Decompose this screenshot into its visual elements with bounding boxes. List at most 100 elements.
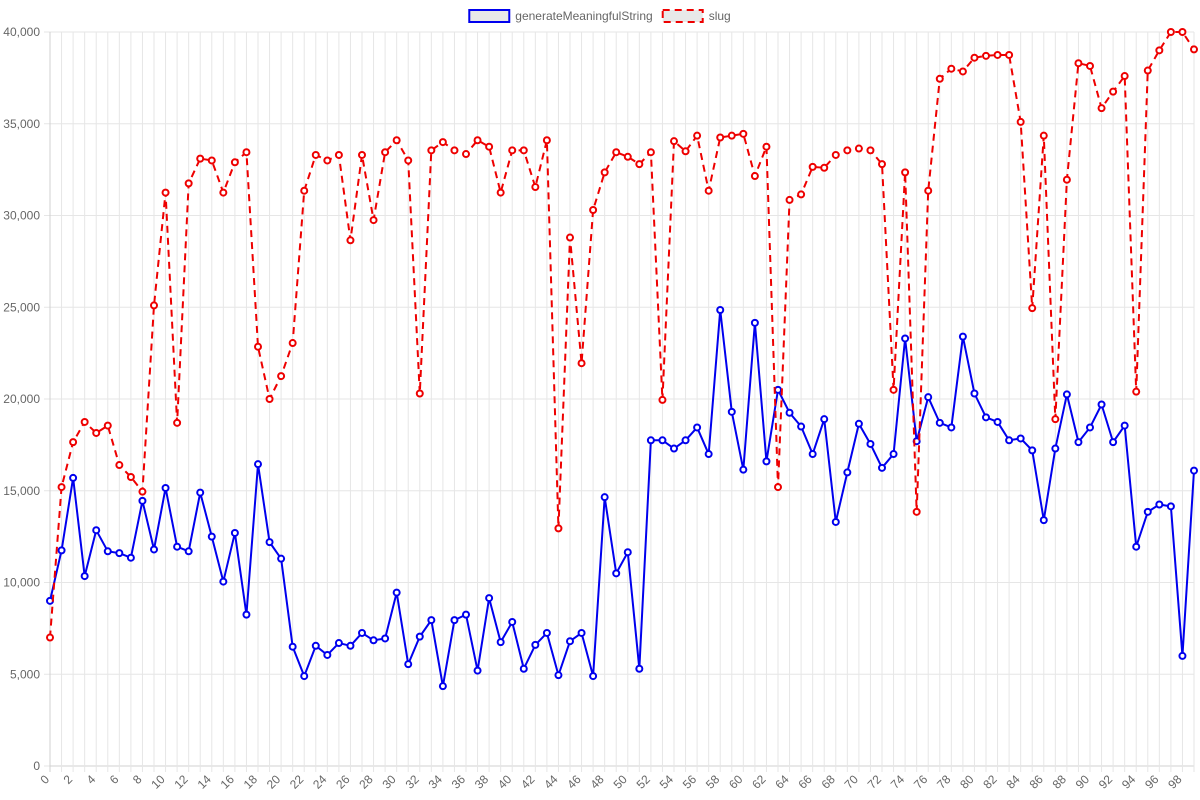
data-point[interactable] xyxy=(1143,66,1152,75)
data-point[interactable] xyxy=(901,334,910,343)
data-point[interactable] xyxy=(92,526,101,535)
data-point[interactable] xyxy=(1028,446,1037,455)
data-point[interactable] xyxy=(1109,87,1118,96)
data-point[interactable] xyxy=(1005,436,1014,445)
data-point[interactable] xyxy=(496,638,505,647)
data-point[interactable] xyxy=(797,190,806,199)
data-point[interactable] xyxy=(115,549,124,558)
data-point[interactable] xyxy=(242,610,251,619)
data-point[interactable] xyxy=(1097,400,1106,409)
data-point[interactable] xyxy=(1074,59,1083,68)
data-point[interactable] xyxy=(57,483,66,492)
data-point[interactable] xyxy=(150,545,158,554)
data-point[interactable] xyxy=(80,417,89,426)
data-point[interactable] xyxy=(103,421,112,430)
data-point[interactable] xyxy=(415,632,424,641)
data-point[interactable] xyxy=(693,131,702,140)
data-point[interactable] xyxy=(993,417,1002,426)
data-point[interactable] xyxy=(126,472,135,481)
data-point[interactable] xyxy=(681,147,690,156)
data-point[interactable] xyxy=(958,67,967,76)
data-point[interactable] xyxy=(173,542,182,551)
data-point[interactable] xyxy=(196,488,205,497)
legend[interactable]: generateMeaningfulString slug xyxy=(468,9,731,23)
data-point[interactable] xyxy=(381,634,390,643)
data-point[interactable] xyxy=(138,487,147,496)
data-point[interactable] xyxy=(531,640,540,649)
data-point[interactable] xyxy=(704,186,713,195)
data-point[interactable] xyxy=(1132,542,1141,551)
data-point[interactable] xyxy=(646,148,655,157)
data-point[interactable] xyxy=(693,423,702,432)
data-point[interactable] xyxy=(473,136,482,145)
data-point[interactable] xyxy=(196,154,205,163)
data-point[interactable] xyxy=(600,168,609,177)
data-point[interactable] xyxy=(762,142,771,151)
data-point[interactable] xyxy=(311,150,320,159)
data-point[interactable] xyxy=(150,301,158,310)
data-point[interactable] xyxy=(635,664,644,673)
data-point[interactable] xyxy=(531,183,540,192)
data-point[interactable] xyxy=(277,372,286,381)
data-point[interactable] xyxy=(184,179,193,188)
data-point[interactable] xyxy=(854,144,863,153)
legend-item[interactable]: generateMeaningfulString xyxy=(468,9,653,23)
data-point[interactable] xyxy=(889,385,898,394)
data-point[interactable] xyxy=(1178,651,1187,660)
data-point[interactable] xyxy=(427,616,436,625)
data-point[interactable] xyxy=(57,546,66,555)
data-point[interactable] xyxy=(323,650,332,659)
data-point[interactable] xyxy=(878,160,886,169)
data-point[interactable] xyxy=(612,569,621,578)
data-point[interactable] xyxy=(1178,28,1187,36)
data-point[interactable] xyxy=(392,136,401,145)
data-point[interactable] xyxy=(589,205,598,214)
data-point[interactable] xyxy=(566,637,574,646)
data-point[interactable] xyxy=(519,664,528,673)
data-point[interactable] xyxy=(912,507,921,516)
data-point[interactable] xyxy=(958,332,967,341)
data-point[interactable] xyxy=(1016,117,1025,126)
data-point[interactable] xyxy=(1086,61,1094,70)
data-point[interactable] xyxy=(115,461,124,470)
data-point[interactable] xyxy=(92,428,101,437)
data-point[interactable] xyxy=(485,142,494,151)
data-point[interactable] xyxy=(727,407,736,416)
data-point[interactable] xyxy=(935,418,944,427)
data-point[interactable] xyxy=(346,641,355,650)
data-point[interactable] xyxy=(311,641,320,650)
data-point[interactable] xyxy=(1155,500,1164,509)
data-point[interactable] xyxy=(427,146,436,155)
data-point[interactable] xyxy=(358,150,366,159)
data-point[interactable] xyxy=(230,158,239,167)
data-point[interactable] xyxy=(1039,131,1048,140)
data-point[interactable] xyxy=(716,133,725,142)
data-point[interactable] xyxy=(646,436,655,445)
data-point[interactable] xyxy=(750,318,759,327)
data-point[interactable] xyxy=(785,195,794,204)
data-point[interactable] xyxy=(1166,28,1175,36)
data-point[interactable] xyxy=(635,160,644,169)
data-point[interactable] xyxy=(277,554,286,563)
data-point[interactable] xyxy=(774,385,782,394)
data-point[interactable] xyxy=(1120,72,1129,81)
data-point[interactable] xyxy=(1016,434,1025,443)
data-point[interactable] xyxy=(704,450,713,459)
data-point[interactable] xyxy=(878,463,886,472)
data-point[interactable] xyxy=(1086,423,1094,432)
data-point[interactable] xyxy=(577,359,586,368)
data-point[interactable] xyxy=(69,473,78,482)
data-point[interactable] xyxy=(1051,444,1060,453)
data-point[interactable] xyxy=(404,156,413,165)
data-point[interactable] xyxy=(947,64,956,73)
data-point[interactable] xyxy=(982,413,990,422)
data-point[interactable] xyxy=(415,389,424,398)
data-point[interactable] xyxy=(519,146,528,155)
data-point[interactable] xyxy=(450,146,459,155)
data-point[interactable] xyxy=(369,636,378,645)
data-point[interactable] xyxy=(138,496,147,505)
data-point[interactable] xyxy=(750,172,759,181)
data-point[interactable] xyxy=(438,682,447,691)
data-point[interactable] xyxy=(346,236,355,245)
data-point[interactable] xyxy=(866,146,875,155)
